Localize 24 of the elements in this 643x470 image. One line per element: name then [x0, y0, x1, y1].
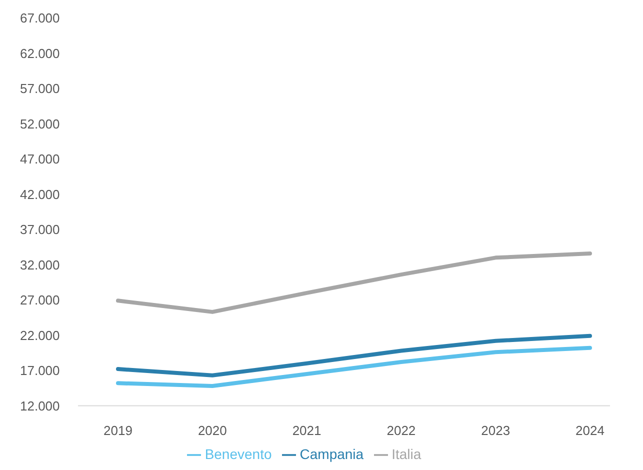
y-tick-label: 52.000 — [20, 116, 60, 132]
y-tick-label: 12.000 — [20, 398, 60, 414]
y-tick-label: 17.000 — [20, 363, 60, 378]
y-tick-label: 22.000 — [20, 328, 60, 343]
line-series — [116, 346, 592, 388]
x-tick-label: 2022 — [386, 422, 416, 438]
y-tick-label: 47.000 — [20, 152, 60, 167]
legend-label: Benevento — [204, 446, 272, 462]
legend-label: Campania — [300, 446, 364, 462]
line-series — [116, 251, 592, 314]
y-tick-label: 67.000 — [20, 10, 60, 26]
y-tick-label: 62.000 — [20, 46, 60, 61]
x-tick-label: 2020 — [198, 422, 227, 438]
legend-label: Italia — [392, 446, 422, 462]
y-tick-label: 32.000 — [20, 257, 60, 272]
y-tick-label: 37.000 — [20, 222, 60, 238]
x-tick-label: 2021 — [292, 422, 322, 438]
y-tick-label: 27.000 — [20, 292, 60, 308]
x-tick-label: 2019 — [104, 422, 132, 438]
y-tick-label: 57.000 — [20, 81, 60, 96]
y-tick-label: 42.000 — [20, 186, 60, 202]
x-tick-label: 2023 — [481, 422, 510, 438]
line-series — [116, 334, 592, 378]
x-tick-label: 2024 — [576, 422, 604, 438]
